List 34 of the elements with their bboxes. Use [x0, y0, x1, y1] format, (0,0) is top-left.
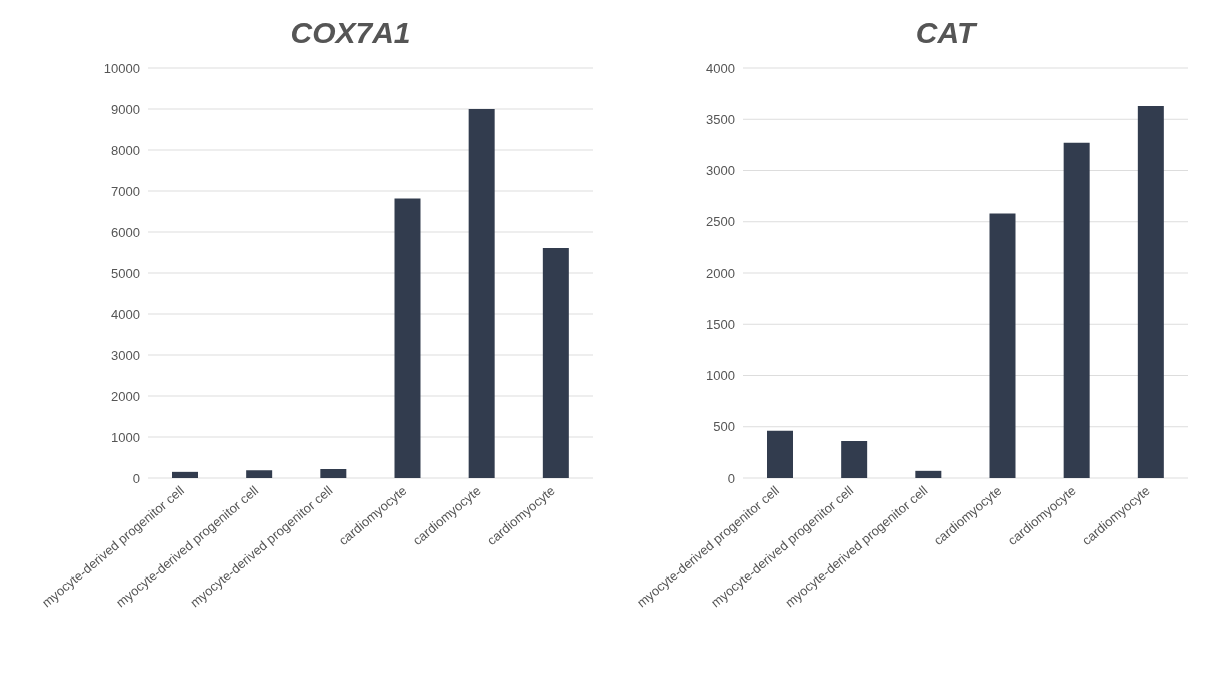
bar — [841, 441, 868, 478]
y-tick-label: 3000 — [111, 347, 140, 363]
y-tick-label: 1000 — [111, 429, 140, 445]
y-tick-label: 1500 — [706, 316, 735, 332]
y-tick-label: 0 — [132, 470, 140, 486]
y-tick-label: 2000 — [706, 265, 735, 281]
y-tick-label: 2000 — [111, 388, 140, 404]
bar — [468, 109, 495, 478]
y-tick-label: 9000 — [111, 101, 140, 117]
y-tick-label: 5000 — [111, 265, 140, 281]
bar — [246, 470, 273, 478]
bar — [915, 470, 942, 478]
y-tick-label: 6000 — [111, 224, 140, 240]
y-tick-label: 7000 — [111, 183, 140, 199]
bar — [172, 471, 198, 478]
y-tick-label: 4000 — [111, 306, 140, 322]
bar — [542, 247, 569, 478]
y-tick-label: 8000 — [111, 142, 140, 158]
y-tick-label: 500 — [713, 419, 735, 435]
bar — [320, 468, 347, 478]
chart-title: COX7A1 — [289, 15, 412, 51]
y-tick-label: 3000 — [706, 163, 735, 179]
y-tick-label: 3500 — [706, 111, 735, 127]
chart-title: CAT — [914, 15, 979, 51]
y-tick-label: 4000 — [706, 60, 735, 76]
bar — [394, 198, 421, 478]
bar — [1063, 142, 1090, 478]
y-tick-label: 10000 — [103, 60, 140, 76]
y-tick-label: 2500 — [706, 214, 735, 230]
bar — [1137, 105, 1164, 478]
y-tick-label: 0 — [727, 470, 735, 486]
y-tick-label: 1000 — [706, 368, 735, 384]
bar — [767, 430, 793, 478]
bar — [989, 213, 1016, 478]
